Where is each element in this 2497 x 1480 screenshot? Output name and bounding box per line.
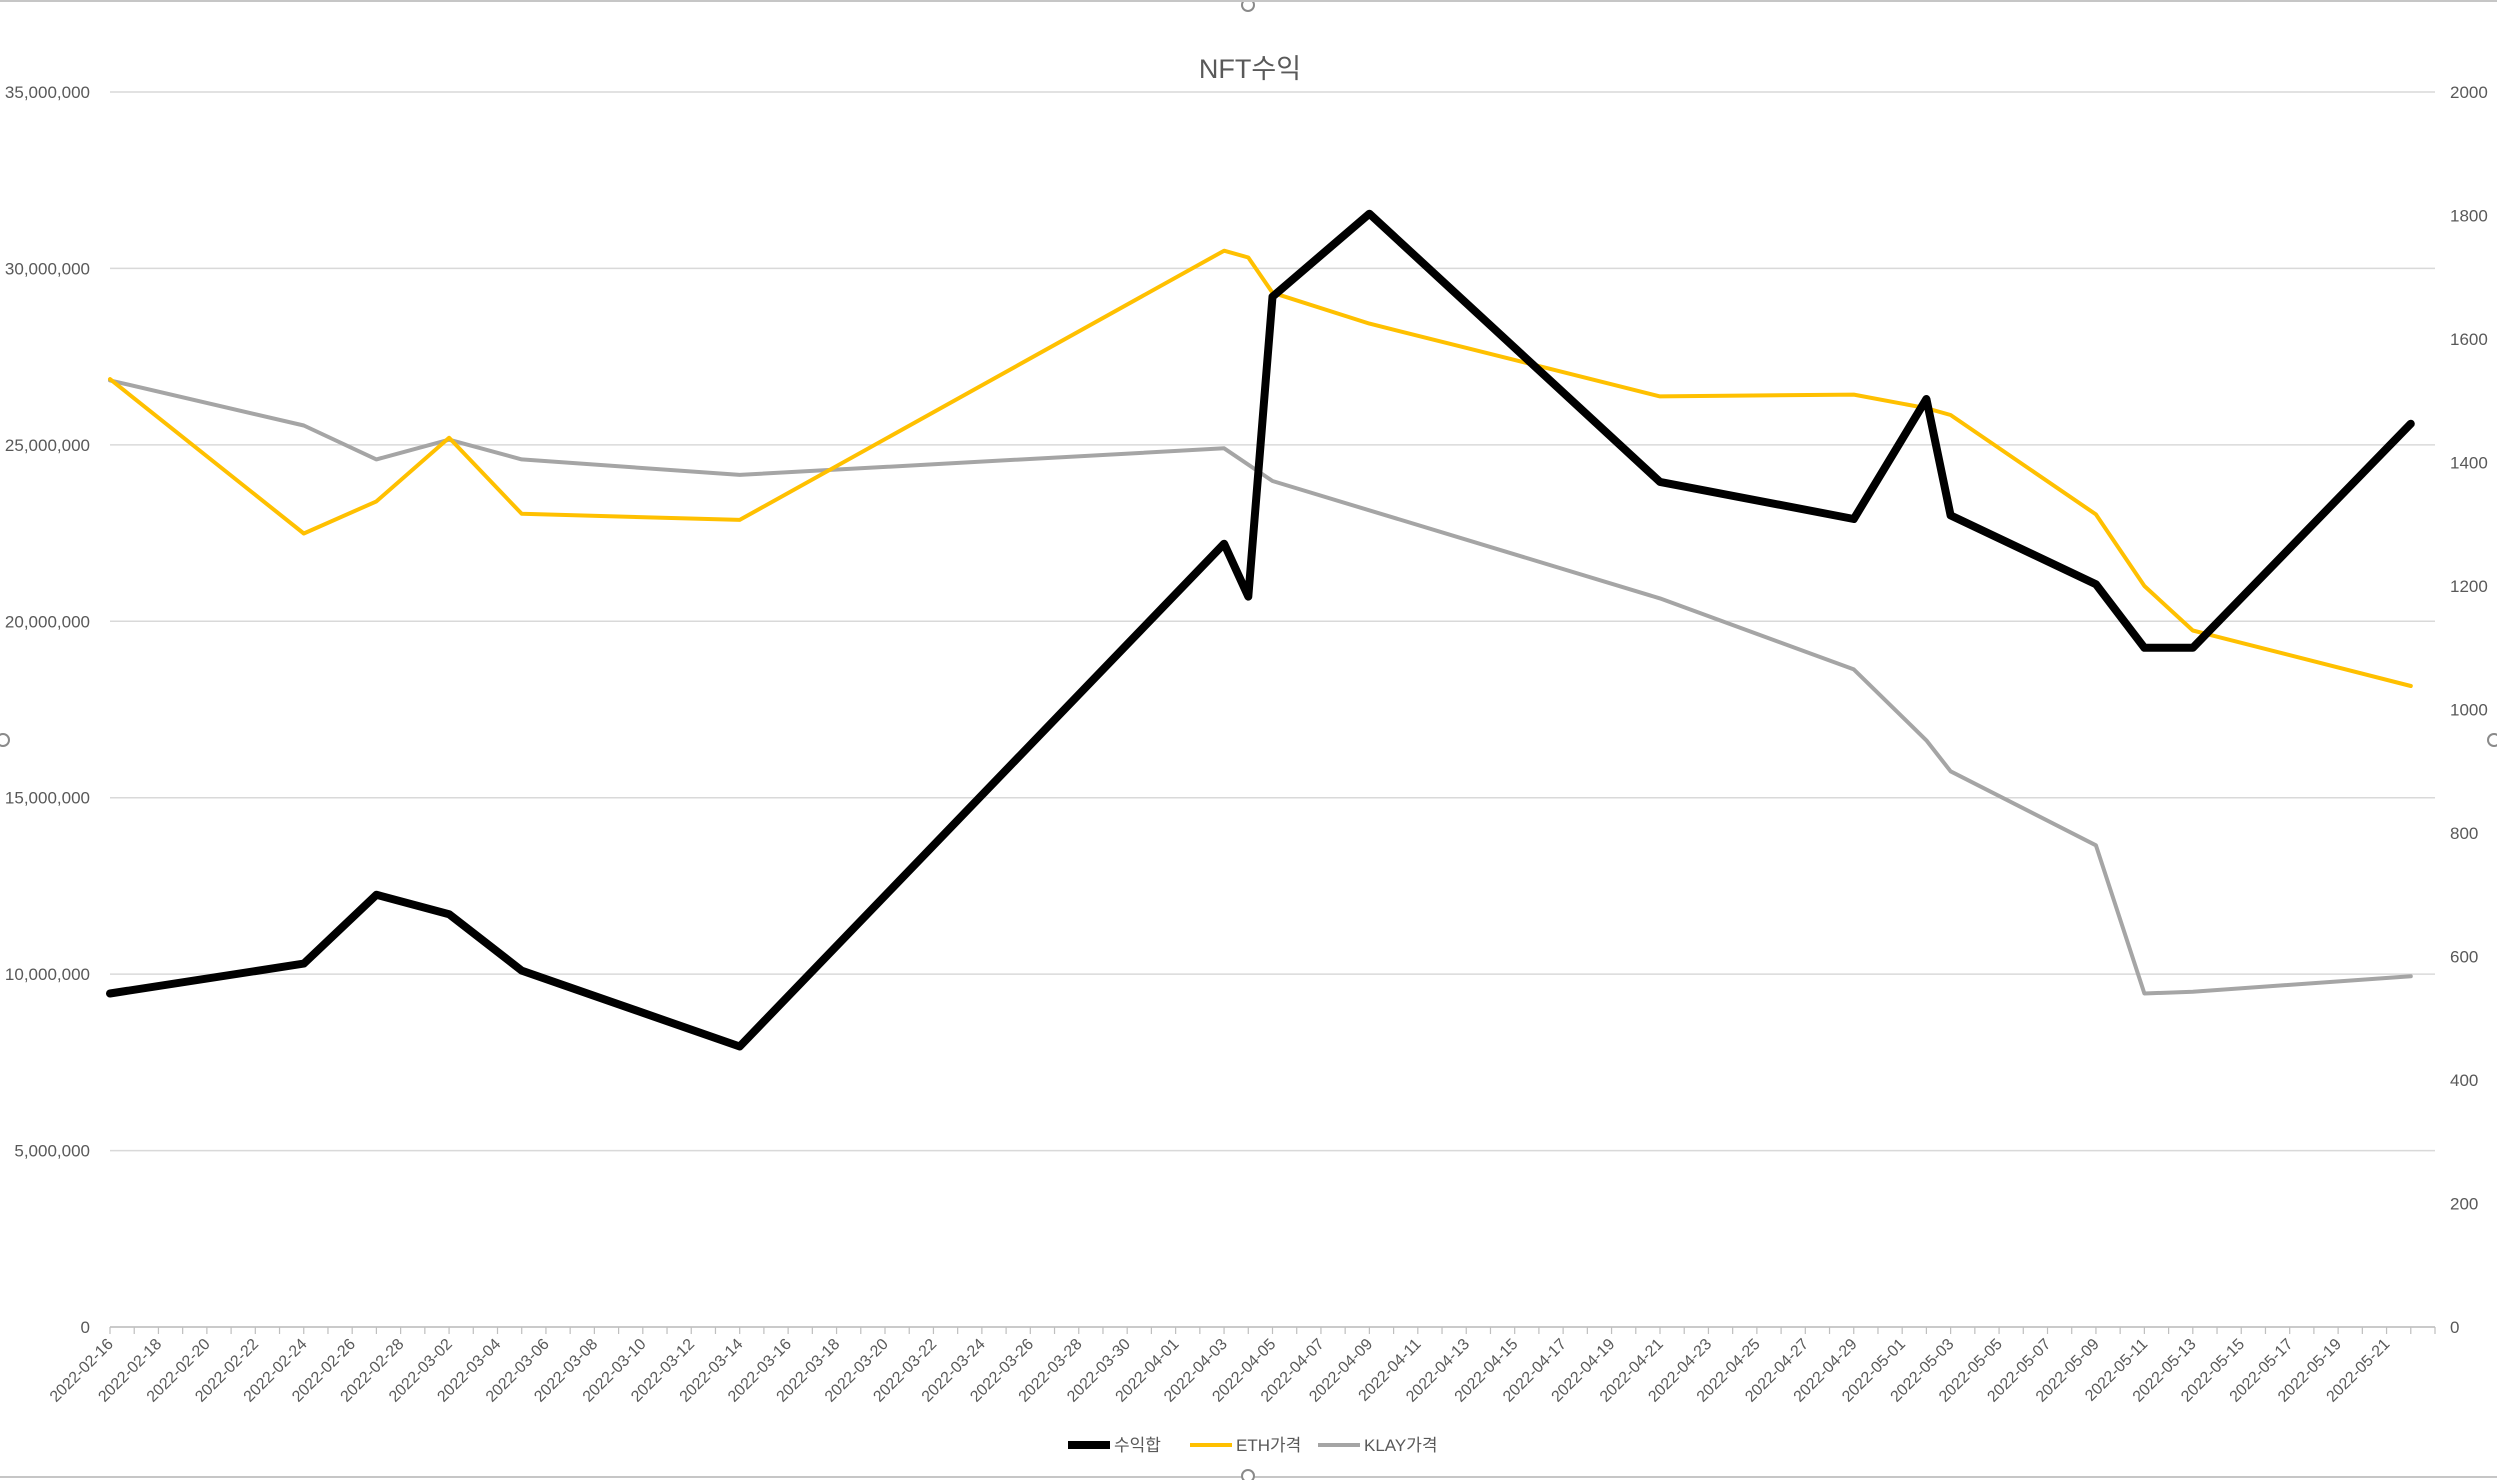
left-tick-label: 5,000,000	[14, 1142, 90, 1161]
right-tick-label: 1400	[2450, 454, 2488, 473]
resize-handle[interactable]	[1241, 1469, 1255, 1480]
legend-label: KLAY가격	[1364, 1436, 1438, 1455]
right-tick-label: 1600	[2450, 330, 2488, 349]
legend-label: ETH가격	[1236, 1436, 1301, 1455]
left-tick-label: 20,000,000	[5, 612, 90, 631]
left-tick-label: 35,000,000	[5, 83, 90, 102]
series-lines	[106, 209, 2415, 1051]
right-tick-label: 600	[2450, 948, 2478, 967]
right-tick-label: 1200	[2450, 577, 2488, 596]
left-tick-label: 15,000,000	[5, 789, 90, 808]
left-tick-label: 25,000,000	[5, 436, 90, 455]
gridlines	[110, 91, 2435, 1328]
left-tick-label: 30,000,000	[5, 259, 90, 278]
legend-label: 수익합	[1114, 1436, 1161, 1455]
left-tick-label: 10,000,000	[5, 965, 90, 984]
series-line-1	[106, 209, 2415, 1051]
right-tick-label: 1000	[2450, 701, 2488, 720]
right-tick-label: 200	[2450, 1195, 2478, 1214]
resize-handle[interactable]	[1241, 2, 1255, 12]
right-axis-ticks: 0 200 400 600 800 1000 1200 1400 1600 1800 2000	[2450, 83, 2488, 1337]
resize-handle[interactable]	[0, 733, 10, 747]
right-tick-label: 0	[2450, 1318, 2459, 1337]
right-tick-label: 800	[2450, 824, 2478, 843]
right-tick-label: 1800	[2450, 207, 2488, 226]
right-tick-label: 400	[2450, 1071, 2478, 1090]
legend: 수익합 ETH가격 KLAY가격	[1068, 1436, 1438, 1455]
right-tick-label: 2000	[2450, 83, 2488, 102]
x-axis: 2022-02-162022-02-182022-02-202022-02-22…	[47, 1326, 2436, 1406]
chart-title: NFT수익	[1199, 54, 1301, 84]
series-line-2	[108, 248, 2413, 688]
left-tick-label: 0	[81, 1318, 90, 1337]
left-axis-ticks: 0 5,000,000 10,000,000 15,000,000 20,000,000…	[5, 83, 90, 1337]
resize-handle[interactable]	[2487, 733, 2497, 747]
series-line-3	[108, 378, 2413, 996]
